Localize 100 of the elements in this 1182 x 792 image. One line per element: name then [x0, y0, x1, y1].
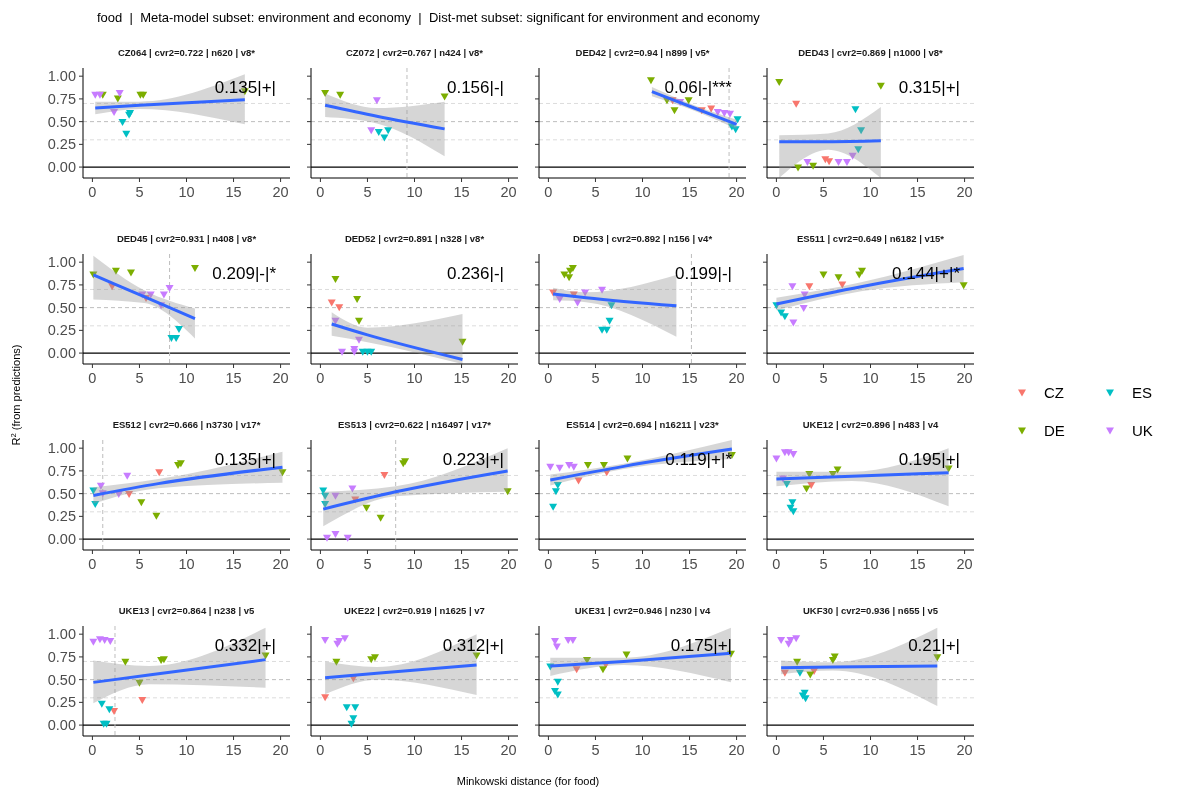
x-tick-label: 10 [634, 184, 651, 200]
x-tick-label: 5 [135, 556, 144, 572]
chart-title: DED43 | cvr2=0.869 | n1000 | v8* [798, 47, 944, 58]
x-tick-label: 15 [909, 184, 926, 200]
annotation: 0.195|+| [898, 450, 960, 469]
y-tick-label: 0.75 [47, 90, 76, 107]
legend-label: DE [1044, 422, 1065, 440]
x-tick-label: 5 [819, 742, 828, 758]
chart-title: ES514 | cvr2=0.694 | n16211 | v23* [566, 419, 720, 430]
annotation: 0.312|+| [442, 636, 504, 655]
y-tick-label: 0.75 [47, 648, 76, 665]
x-tick-label: 0 [544, 370, 553, 386]
x-tick-label: 5 [591, 370, 600, 386]
x-tick-label: 20 [728, 742, 745, 758]
x-tick-label: 5 [819, 556, 828, 572]
chart-title: CZ072 | cvr2=0.767 | n424 | v8* [345, 47, 484, 58]
x-tick-label: 10 [406, 556, 423, 572]
y-tick-label: 1.00 [47, 626, 76, 643]
x-tick-label: 0 [544, 556, 553, 572]
x-tick-label: 20 [500, 370, 517, 386]
chart-title: CZ064 | cvr2=0.722 | n620 | v8* [117, 47, 256, 58]
chart-title: DED45 | cvr2=0.931 | n408 | v8* [116, 233, 257, 244]
y-tick-label: 1.00 [47, 68, 76, 85]
x-tick-label: 15 [909, 556, 926, 572]
x-tick-label: 15 [453, 184, 470, 200]
chart-title: ES511 | cvr2=0.649 | n6182 | v15* [796, 233, 945, 244]
x-tick-label: 5 [135, 742, 144, 758]
x-tick-label: 10 [178, 370, 195, 386]
x-tick-label: 0 [88, 742, 97, 758]
annotation: 0.21|+| [908, 636, 960, 655]
x-tick-label: 15 [225, 742, 242, 758]
y-tick-label: 0.25 [47, 322, 76, 339]
x-tick-label: 5 [363, 370, 372, 386]
y-tick-label: 0.25 [47, 508, 76, 525]
annotation: 0.236|-| [446, 264, 504, 283]
annotation: 0.175|+| [670, 636, 732, 655]
chart-title: ES512 | cvr2=0.666 | n3730 | v17* [112, 419, 261, 430]
x-tick-label: 5 [819, 184, 828, 200]
text: food | Meta-model subset: environment and economy | Dist-met subset: significant for environment and economy [97, 10, 761, 25]
x-tick-label: 0 [88, 556, 97, 572]
legend-label: UK [1132, 422, 1153, 440]
x-tick-label: 5 [135, 370, 144, 386]
y-tick-label: 1.00 [47, 254, 76, 271]
x-axis-title: Minkowski distance (for food) [456, 775, 600, 787]
annotation: 0.06|-|*** [664, 78, 733, 97]
x-tick-label: 20 [500, 184, 517, 200]
x-tick-label: 0 [88, 370, 97, 386]
x-tick-label: 20 [956, 370, 973, 386]
x-tick-label: 0 [772, 742, 781, 758]
annotation: 0.135|+| [214, 78, 276, 97]
x-tick-label: 20 [500, 556, 517, 572]
x-tick-label: 10 [862, 184, 879, 200]
chart-title: ES513 | cvr2=0.622 | n16497 | v17* [338, 419, 492, 430]
y-tick-label: 0.25 [47, 694, 76, 711]
x-tick-label: 15 [681, 370, 698, 386]
x-tick-label: 15 [225, 370, 242, 386]
x-tick-label: 15 [909, 370, 926, 386]
annotation: 0.119|+|* [665, 450, 733, 469]
x-tick-label: 0 [316, 742, 325, 758]
x-tick-label: 5 [363, 742, 372, 758]
x-tick-label: 10 [178, 184, 195, 200]
x-tick-label: 15 [225, 556, 242, 572]
chart-title: UKE22 | cvr2=0.919 | n1625 | v7 [344, 605, 485, 616]
annotation: 0.135|+| [214, 450, 276, 469]
chart-title: DED52 | cvr2=0.891 | n328 | v8* [344, 233, 485, 244]
x-tick-label: 20 [956, 556, 973, 572]
x-tick-label: 5 [591, 742, 600, 758]
annotation: 0.315|+| [898, 78, 960, 97]
chart-title: UKE13 | cvr2=0.864 | n238 | v5 [118, 605, 255, 616]
legend-label: CZ [1044, 384, 1064, 402]
legend-label: ES [1132, 384, 1153, 402]
x-tick-label: 20 [272, 742, 289, 758]
x-tick-label: 15 [681, 742, 698, 758]
x-tick-label: 5 [591, 184, 600, 200]
x-tick-label: 5 [363, 556, 372, 572]
y-tick-label: 0.25 [47, 136, 76, 153]
x-tick-label: 5 [363, 184, 372, 200]
x-tick-label: 5 [591, 556, 600, 572]
x-tick-label: 20 [272, 370, 289, 386]
y-tick-label: 0.75 [47, 276, 76, 293]
x-tick-label: 10 [634, 556, 651, 572]
chart-title: DED53 | cvr2=0.892 | n156 | v4* [572, 233, 713, 244]
x-tick-label: 10 [178, 556, 195, 572]
x-tick-label: 10 [862, 742, 879, 758]
x-tick-label: 10 [862, 370, 879, 386]
y-tick-label: 1.00 [47, 440, 76, 457]
x-tick-label: 15 [909, 742, 926, 758]
y-tick-label: 0.50 [47, 113, 76, 130]
x-tick-label: 10 [862, 556, 879, 572]
x-tick-label: 20 [956, 184, 973, 200]
x-tick-label: 20 [728, 184, 745, 200]
x-tick-label: 15 [453, 556, 470, 572]
y-tick-label: 0.00 [47, 717, 76, 734]
y-tick-label: 0.00 [47, 159, 76, 176]
x-tick-label: 10 [406, 742, 423, 758]
x-tick-label: 0 [88, 184, 97, 200]
annotation: 0.209|-|* [212, 264, 277, 283]
x-tick-label: 15 [453, 742, 470, 758]
x-tick-label: 15 [225, 184, 242, 200]
x-tick-label: 10 [634, 370, 651, 386]
